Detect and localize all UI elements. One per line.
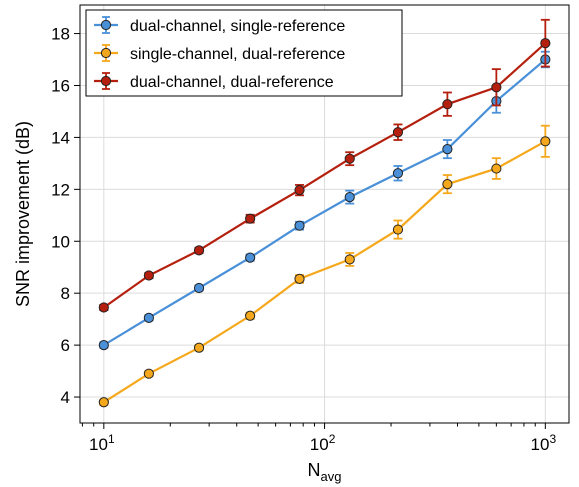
data-point	[491, 163, 502, 174]
data-point	[98, 397, 109, 408]
legend-label: single-channel, dual-reference	[130, 46, 345, 63]
data-point	[294, 220, 305, 231]
legend-marker	[100, 75, 112, 87]
legend-marker	[100, 19, 112, 31]
x-tick-label: 101	[89, 432, 115, 454]
series-group	[98, 124, 551, 408]
data-point	[491, 82, 502, 93]
data-point	[442, 99, 453, 110]
y-tick-label: 18	[51, 25, 70, 44]
series-layer	[98, 18, 551, 408]
legend: dual-channel, single-reference single-cha…	[85, 9, 403, 97]
data-point	[540, 136, 551, 147]
data-point	[392, 168, 404, 179]
x-tick-label: 103	[531, 432, 557, 454]
series-group	[98, 18, 551, 313]
axis-ticks: 4 6 8 10 12 14 16 18 101 102 103	[51, 25, 556, 454]
data-point	[143, 368, 154, 379]
data-point	[98, 302, 109, 313]
data-point	[193, 342, 205, 353]
y-tick-label: 8	[61, 284, 70, 303]
data-point	[344, 192, 355, 203]
data-point	[245, 252, 256, 263]
data-point	[245, 213, 256, 224]
data-point	[540, 38, 551, 49]
x-axis-label: Navg	[308, 460, 342, 484]
y-tick-label: 4	[61, 388, 70, 407]
data-point	[143, 270, 154, 281]
data-point	[98, 340, 109, 351]
legend-box	[85, 9, 403, 97]
y-tick-label: 16	[51, 76, 70, 95]
series-line	[103, 42, 547, 309]
legend-label: dual-channel, dual-reference	[130, 74, 334, 91]
data-point	[143, 312, 154, 323]
data-point	[294, 273, 305, 285]
data-point	[442, 179, 453, 190]
legend-label: dual-channel, single-reference	[130, 18, 345, 35]
y-tick-label: 14	[51, 128, 70, 147]
x-tick-label: 102	[310, 432, 336, 454]
series-line	[103, 140, 546, 404]
data-point	[245, 310, 256, 321]
data-point	[294, 185, 305, 196]
x-axis-label-subscript: avg	[321, 469, 342, 484]
data-point	[193, 245, 205, 256]
data-point	[392, 127, 404, 138]
data-point	[344, 153, 355, 164]
y-tick-label: 12	[51, 180, 70, 199]
data-point	[392, 224, 404, 235]
data-point	[344, 254, 355, 265]
y-axis-label: SNR improvement (dB)	[13, 121, 33, 307]
data-point	[193, 282, 205, 294]
x-axis-label-main: N	[308, 460, 321, 480]
data-point	[442, 143, 453, 155]
series-line	[103, 58, 547, 347]
legend-marker	[100, 47, 112, 59]
y-tick-label: 10	[51, 232, 70, 251]
y-tick-label: 6	[61, 336, 70, 355]
